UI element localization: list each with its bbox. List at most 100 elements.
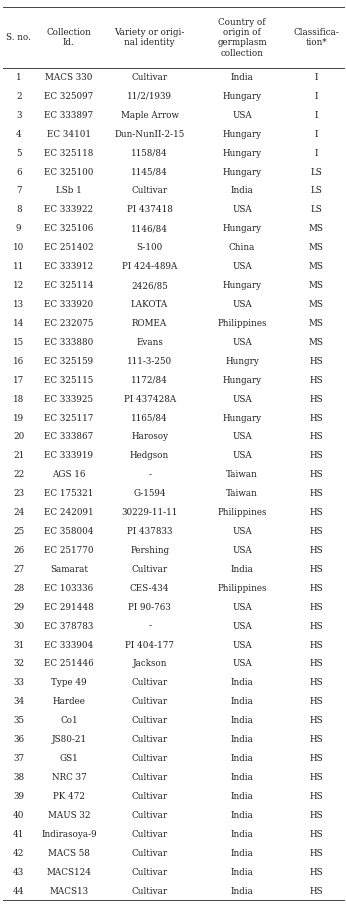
- Text: 1146/84: 1146/84: [131, 224, 168, 233]
- Text: 40: 40: [13, 811, 25, 820]
- Text: India: India: [230, 698, 254, 706]
- Text: EC 325114: EC 325114: [44, 281, 94, 291]
- Text: Cultivar: Cultivar: [131, 679, 168, 688]
- Text: India: India: [230, 868, 254, 877]
- Text: Cultivar: Cultivar: [131, 830, 168, 839]
- Text: ROMEA: ROMEA: [132, 319, 167, 328]
- Text: HS: HS: [310, 622, 323, 631]
- Text: USA: USA: [232, 452, 252, 461]
- Text: EC 333925: EC 333925: [44, 395, 93, 404]
- Text: 31: 31: [13, 641, 24, 650]
- Text: HS: HS: [310, 811, 323, 820]
- Text: PI 437418: PI 437418: [127, 205, 173, 214]
- Text: MS: MS: [309, 338, 324, 347]
- Text: Cultivar: Cultivar: [131, 754, 168, 763]
- Text: HS: HS: [310, 357, 323, 366]
- Text: HS: HS: [310, 868, 323, 877]
- Text: HS: HS: [310, 887, 323, 896]
- Text: MACS 330: MACS 330: [45, 73, 93, 82]
- Text: USA: USA: [232, 603, 252, 612]
- Text: 30: 30: [13, 622, 24, 631]
- Text: EC 175321: EC 175321: [44, 490, 94, 498]
- Text: HS: HS: [310, 452, 323, 461]
- Text: MACS13: MACS13: [49, 887, 89, 896]
- Text: EC 358004: EC 358004: [44, 527, 94, 536]
- Text: LSb 1: LSb 1: [56, 186, 82, 195]
- Text: HS: HS: [310, 490, 323, 498]
- Text: G-1594: G-1594: [133, 490, 166, 498]
- Text: HS: HS: [310, 395, 323, 404]
- Text: 18: 18: [13, 395, 24, 404]
- Text: USA: USA: [232, 110, 252, 119]
- Text: HS: HS: [310, 735, 323, 744]
- Text: PI 437428A: PI 437428A: [124, 395, 176, 404]
- Text: LS: LS: [311, 205, 322, 214]
- Text: 27: 27: [13, 565, 24, 574]
- Text: 4: 4: [16, 129, 21, 138]
- Text: Hungary: Hungary: [222, 129, 262, 138]
- Text: USA: USA: [232, 546, 252, 555]
- Text: India: India: [230, 887, 254, 896]
- Text: Cultivar: Cultivar: [131, 186, 168, 195]
- Text: MACS 58: MACS 58: [48, 849, 90, 858]
- Text: LS: LS: [311, 186, 322, 195]
- Text: India: India: [230, 186, 254, 195]
- Text: 30229-11-11: 30229-11-11: [121, 508, 178, 517]
- Text: Cultivar: Cultivar: [131, 811, 168, 820]
- Text: EC 325118: EC 325118: [44, 148, 94, 157]
- Text: PI 424-489A: PI 424-489A: [122, 262, 177, 272]
- Text: HS: HS: [310, 546, 323, 555]
- Text: EC 333919: EC 333919: [44, 452, 93, 461]
- Text: India: India: [230, 716, 254, 725]
- Text: EC 251402: EC 251402: [44, 243, 94, 252]
- Text: USA: USA: [232, 395, 252, 404]
- Text: 25: 25: [13, 527, 24, 536]
- Text: 19: 19: [13, 414, 24, 423]
- Text: HS: HS: [310, 698, 323, 706]
- Text: EC 251770: EC 251770: [44, 546, 94, 555]
- Text: MS: MS: [309, 300, 324, 309]
- Text: Evans: Evans: [136, 338, 163, 347]
- Text: 1: 1: [16, 73, 21, 82]
- Text: HS: HS: [310, 603, 323, 612]
- Text: Cultivar: Cultivar: [131, 735, 168, 744]
- Text: Cultivar: Cultivar: [131, 716, 168, 725]
- Text: PK 472: PK 472: [53, 792, 85, 801]
- Text: 1172/84: 1172/84: [131, 376, 168, 385]
- Text: EC 325159: EC 325159: [44, 357, 93, 366]
- Text: Hungary: Hungary: [222, 281, 262, 291]
- Text: 1158/84: 1158/84: [131, 148, 168, 157]
- Text: 2426/85: 2426/85: [131, 281, 168, 291]
- Text: EC 103336: EC 103336: [44, 584, 93, 593]
- Text: EC 333904: EC 333904: [44, 641, 93, 650]
- Text: Taiwan: Taiwan: [226, 490, 258, 498]
- Text: Hungary: Hungary: [222, 376, 262, 385]
- Text: Dun-NunII-2-15: Dun-NunII-2-15: [115, 129, 185, 138]
- Text: PI 437833: PI 437833: [127, 527, 172, 536]
- Text: 11/2/1939: 11/2/1939: [127, 92, 172, 100]
- Text: India: India: [230, 792, 254, 801]
- Text: Country of
origin of
germplasm
collection: Country of origin of germplasm collectio…: [217, 17, 267, 58]
- Text: S-100: S-100: [137, 243, 163, 252]
- Text: EC 325100: EC 325100: [44, 167, 94, 176]
- Text: India: India: [230, 849, 254, 858]
- Text: Hungry: Hungry: [225, 357, 259, 366]
- Text: Indirasoya-9: Indirasoya-9: [41, 830, 97, 839]
- Text: USA: USA: [232, 622, 252, 631]
- Text: EC 325117: EC 325117: [44, 414, 94, 423]
- Text: India: India: [230, 811, 254, 820]
- Text: MS: MS: [309, 224, 324, 233]
- Text: 41: 41: [13, 830, 25, 839]
- Text: I: I: [315, 73, 318, 82]
- Text: 11: 11: [13, 262, 24, 272]
- Text: Variety or origi-
nal identity: Variety or origi- nal identity: [115, 28, 185, 47]
- Text: HS: HS: [310, 679, 323, 688]
- Text: JS80-21: JS80-21: [51, 735, 86, 744]
- Text: EC 325115: EC 325115: [44, 376, 93, 385]
- Text: 21: 21: [13, 452, 24, 461]
- Text: 3: 3: [16, 110, 21, 119]
- Text: 34: 34: [13, 698, 24, 706]
- Text: India: India: [230, 73, 254, 82]
- Text: Jackson: Jackson: [133, 660, 167, 669]
- Text: Taiwan: Taiwan: [226, 471, 258, 480]
